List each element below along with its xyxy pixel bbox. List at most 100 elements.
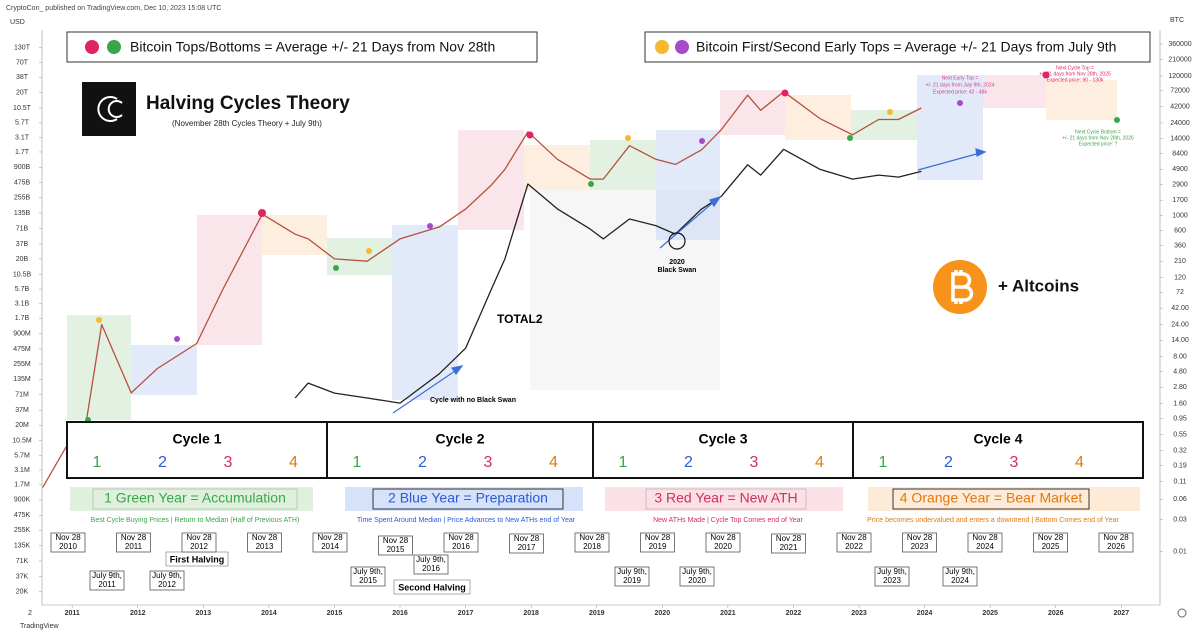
black-swan-ring — [668, 232, 686, 250]
y2-tick-label: 8400 — [1172, 150, 1188, 157]
unit-left: USD — [10, 19, 25, 26]
year-marker: 2 — [944, 454, 953, 471]
date-line: Nov 28 — [514, 534, 540, 543]
date-line: 2015 — [387, 545, 405, 554]
bottom-dot — [1114, 117, 1120, 123]
y-tick-label: 5.7T — [15, 120, 30, 127]
date-box — [149, 570, 185, 591]
note: +/- 21 days from Nov 28th, 2026 — [1062, 135, 1134, 141]
legend-dot — [655, 40, 669, 54]
note: Next Cycle Bottom = — [1075, 129, 1121, 135]
y-tick-label: 5.7B — [15, 286, 30, 293]
zone — [131, 345, 197, 395]
footer: TradingView — [20, 623, 59, 630]
note: Black Swan — [658, 267, 697, 274]
y-tick-label: 255M — [13, 361, 31, 368]
date-line: 2012 — [158, 580, 176, 589]
date-line: Nov 28 — [645, 533, 671, 542]
y2-tick-label: 2.80 — [1173, 384, 1187, 391]
date-line: Nov 28 — [1038, 533, 1064, 542]
legend-dot — [675, 40, 689, 54]
year-marker: 4 — [549, 454, 558, 471]
zone — [67, 315, 131, 420]
date-line: July 9th, — [945, 567, 975, 576]
second-top-dot — [699, 138, 705, 144]
date-line: 2021 — [780, 543, 798, 552]
bottom-dot — [847, 135, 853, 141]
y2-tick-label: 0.32 — [1173, 447, 1187, 454]
date-line: 2020 — [688, 576, 706, 585]
x-tick-label: 2019 — [589, 610, 605, 617]
x-tick-label: 2017 — [458, 610, 474, 617]
logo-mark — [107, 100, 123, 118]
date-box — [89, 570, 125, 591]
logo-mark — [97, 96, 118, 122]
date-line: 2020 — [714, 542, 732, 551]
date-line: 2016 — [422, 564, 440, 573]
year-text: New ATHs Made | Cycle Top Comes end of Y… — [653, 517, 803, 524]
halving: Second Halving — [398, 582, 466, 592]
date-line: Nov 28 — [776, 534, 802, 543]
halving: First Halving — [170, 554, 225, 564]
year-frame — [92, 488, 298, 510]
date-box — [116, 532, 151, 553]
bitcoin-symbol — [951, 270, 974, 304]
zone — [458, 130, 524, 230]
year-marker: 1 — [93, 454, 102, 471]
date-box — [181, 532, 217, 553]
y2-tick-label: 1000 — [1172, 212, 1188, 219]
x-tick-label: 2021 — [720, 610, 736, 617]
legend-right: Bitcoin First/Second Early Tops = Averag… — [696, 39, 1116, 55]
note: Expected price: 42 - 48k — [933, 89, 987, 95]
date-box — [350, 566, 386, 587]
date-line: 2017 — [518, 543, 536, 552]
cycle-label: Cycle 3 — [698, 431, 747, 447]
y2-tick-label: 360 — [1174, 242, 1186, 249]
y-tick-label: 20T — [16, 89, 29, 96]
year-text: Price becomes undervalued and enters a d… — [867, 517, 1119, 524]
year-bg — [868, 487, 1140, 511]
year-marker: 3 — [484, 454, 493, 471]
second-top-dot — [427, 223, 433, 229]
date-line: July 9th, — [353, 567, 383, 576]
date-line: 2014 — [321, 542, 339, 551]
legend-box — [66, 31, 538, 63]
year-bg — [345, 487, 583, 511]
cycle-label: Cycle 4 — [973, 431, 1022, 447]
y-tick-label: 37M — [15, 407, 29, 414]
year-frame — [645, 488, 807, 510]
arrow — [392, 368, 459, 414]
y-tick-label: 135B — [14, 210, 31, 217]
subtitle: (November 28th Cycles Theory + July 9th) — [172, 119, 322, 128]
x-tick-label: 2016 — [392, 610, 408, 617]
date-line: 2015 — [359, 576, 377, 585]
y2-tick-label: 2900 — [1172, 181, 1188, 188]
cycle-label: Cycle 1 — [172, 431, 221, 447]
zone — [262, 215, 327, 255]
year-marker: 4 — [289, 454, 298, 471]
note: Expected price: 90 - 130k — [1047, 77, 1104, 83]
y2-tick-label: 4900 — [1172, 166, 1188, 173]
date-line: 2024 — [976, 542, 994, 551]
y2-tick-label: 42.00 — [1171, 305, 1189, 312]
date-box — [902, 532, 937, 553]
y2-tick-label: 210000 — [1168, 56, 1191, 63]
settings-icon[interactable] — [1177, 608, 1187, 618]
bottom-dot — [588, 181, 594, 187]
y-tick-label: 900M — [13, 330, 31, 337]
year-marker: 3 — [224, 454, 233, 471]
y2-tick-label: 0.11 — [1173, 478, 1186, 485]
arrow-head — [975, 148, 987, 157]
y2-tick-label: 8.00 — [1173, 353, 1187, 360]
x-tick-label: 2014 — [261, 610, 277, 617]
date-line: Nov 28 — [186, 533, 212, 542]
arrow-head — [709, 195, 722, 208]
year-frame — [372, 488, 564, 510]
y-tick-label: 900B — [14, 164, 31, 171]
year-bg — [605, 487, 843, 511]
date-line: Nov 28 — [121, 533, 147, 542]
date-line: 2022 — [845, 542, 863, 551]
bottom-dot — [333, 265, 339, 271]
date-box — [1033, 532, 1068, 553]
legend-box — [644, 31, 1151, 63]
